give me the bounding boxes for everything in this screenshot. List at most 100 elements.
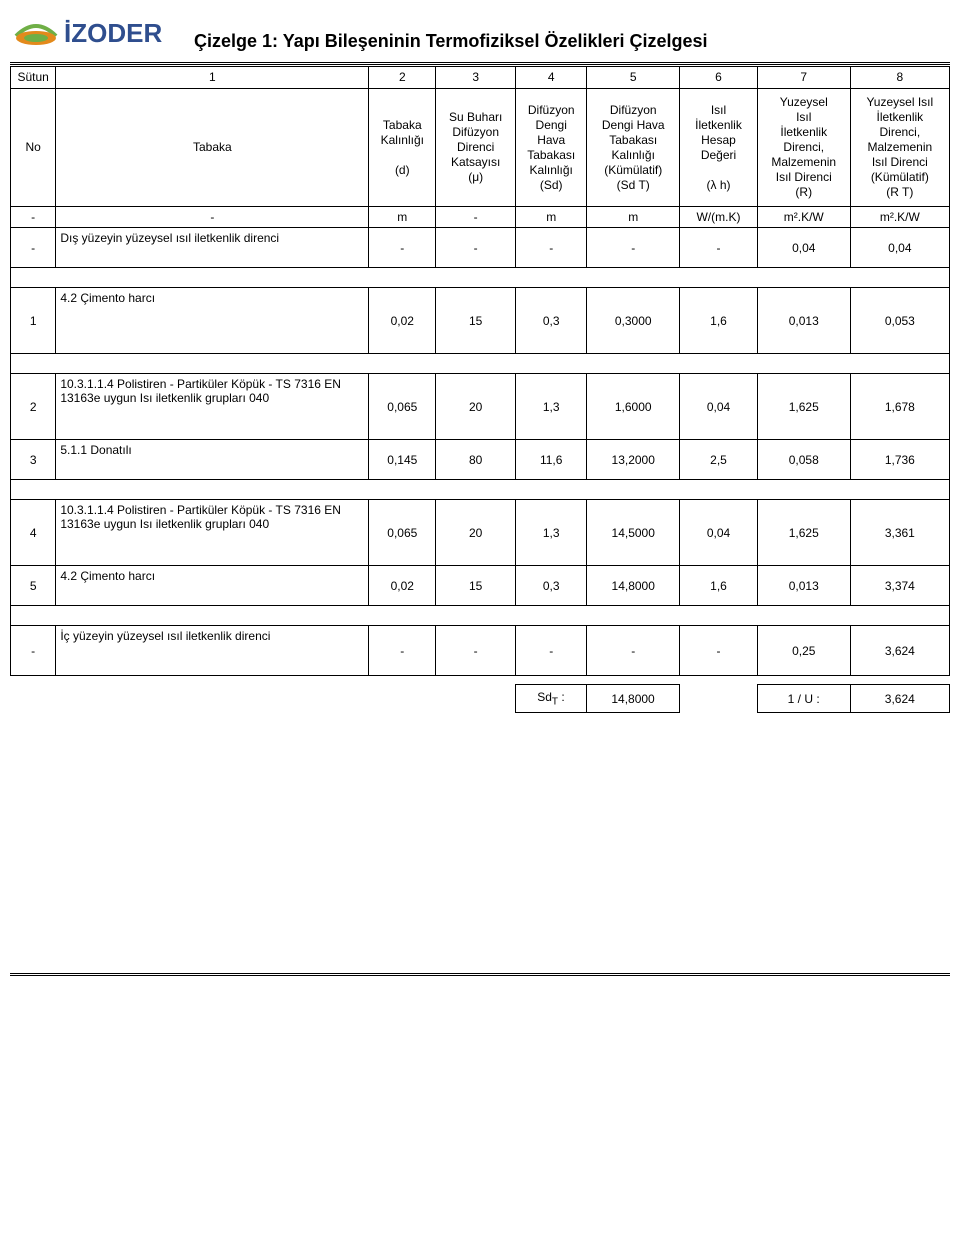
cell-name: İç yüzeyin yüzeysel ısıl iletkenlik dire… xyxy=(56,626,369,676)
table-row: -İç yüzeyin yüzeysel ısıl iletkenlik dir… xyxy=(11,626,950,676)
blank-row xyxy=(11,268,950,288)
table-row: 14.2 Çimento harcı0,02150,30,30001,60,01… xyxy=(11,288,950,354)
footer-divider xyxy=(10,973,950,977)
cell-sd: 0,3 xyxy=(516,288,587,354)
table-row: 35.1.1 Donatılı0,1458011,613,20002,50,05… xyxy=(11,440,950,480)
cell-sdt: 13,2000 xyxy=(587,440,680,480)
cell-r: 0,058 xyxy=(757,440,850,480)
cell-d: 0,065 xyxy=(369,500,436,566)
cell-mu: - xyxy=(436,228,516,268)
cell-rt: 0,053 xyxy=(850,288,949,354)
cell-lh: - xyxy=(680,228,758,268)
cell-r: 0,25 xyxy=(757,626,850,676)
cell-rt: 1,736 xyxy=(850,440,949,480)
units-row: - - m - m m W/(m.K) m².K/W m².K/W xyxy=(11,207,950,228)
sd-value: 14,8000 xyxy=(587,685,680,713)
cell-d: 0,02 xyxy=(369,566,436,606)
col-3: 3 xyxy=(436,67,516,89)
brand-text: İZODER xyxy=(64,18,162,48)
cell-sd: - xyxy=(516,626,587,676)
cell-r: 0,04 xyxy=(757,228,850,268)
blank-row xyxy=(11,606,950,626)
col-1: 1 xyxy=(56,67,369,89)
data-table: Sütun 1 2 3 4 5 6 7 8 No Tabaka Tabaka K… xyxy=(10,66,950,676)
cell-sd: 0,3 xyxy=(516,566,587,606)
unit-rt: m².K/W xyxy=(850,207,949,228)
table-row: 210.3.1.1.4 Polistiren - Partiküler Köpü… xyxy=(11,374,950,440)
cell-sdt: 14,8000 xyxy=(587,566,680,606)
cell-no: 4 xyxy=(11,500,56,566)
cell-mu: - xyxy=(436,626,516,676)
hdr-no: No xyxy=(11,89,56,207)
col-7: 7 xyxy=(757,67,850,89)
cell-rt: 3,374 xyxy=(850,566,949,606)
cell-name: 10.3.1.1.4 Polistiren - Partiküler Köpük… xyxy=(56,374,369,440)
table-row: 410.3.1.1.4 Polistiren - Partiküler Köpü… xyxy=(11,500,950,566)
cell-rt: 0,04 xyxy=(850,228,949,268)
cell-lh: 2,5 xyxy=(680,440,758,480)
unit-tabaka: - xyxy=(56,207,369,228)
page: İZODER Çizelge 1: Yapı Bileşeninin Termo… xyxy=(0,0,960,1233)
cell-mu: 15 xyxy=(436,566,516,606)
cell-lh: - xyxy=(680,626,758,676)
hdr-d: Tabaka Kalınlığı (d) xyxy=(369,89,436,207)
cell-r: 1,625 xyxy=(757,374,850,440)
cell-no: 2 xyxy=(11,374,56,440)
cell-lh: 1,6 xyxy=(680,288,758,354)
table-row: -Dış yüzeyin yüzeysel ısıl iletkenlik di… xyxy=(11,228,950,268)
column-number-row: Sütun 1 2 3 4 5 6 7 8 xyxy=(11,67,950,89)
cell-name: Dış yüzeyin yüzeysel ısıl iletkenlik dir… xyxy=(56,228,369,268)
cell-d: 0,02 xyxy=(369,288,436,354)
unit-lh: W/(m.K) xyxy=(680,207,758,228)
hdr-rt: Yuzeysel Isıl İletkenlik Direnci, Malzem… xyxy=(850,89,949,207)
cell-no: - xyxy=(11,626,56,676)
unit-sdt: m xyxy=(587,207,680,228)
hdr-mu: Su Buharı Difüzyon Direnci Katsayısı (μ) xyxy=(436,89,516,207)
cell-mu: 20 xyxy=(436,374,516,440)
cell-rt: 1,678 xyxy=(850,374,949,440)
sutun-label: Sütun xyxy=(11,67,56,89)
cell-name: 10.3.1.1.4 Polistiren - Partiküler Köpük… xyxy=(56,500,369,566)
sd-label: SdT : xyxy=(537,690,564,704)
col-5: 5 xyxy=(587,67,680,89)
cell-lh: 1,6 xyxy=(680,566,758,606)
cell-d: - xyxy=(369,228,436,268)
summary-row: SdT : 14,8000 1 / U : 3,624 xyxy=(10,684,950,713)
cell-lh: 0,04 xyxy=(680,374,758,440)
cell-no: - xyxy=(11,228,56,268)
hdr-r: Yuzeysel Isıl İletkenlik Direnci, Malzem… xyxy=(757,89,850,207)
cell-sdt: 14,5000 xyxy=(587,500,680,566)
page-header: İZODER Çizelge 1: Yapı Bileşeninin Termo… xyxy=(0,0,960,58)
hdr-sdt: Difüzyon Dengi Hava Tabakası Kalınlığı (… xyxy=(587,89,680,207)
cell-name: 4.2 Çimento harcı xyxy=(56,566,369,606)
cell-no: 3 xyxy=(11,440,56,480)
cell-no: 1 xyxy=(11,288,56,354)
cell-r: 0,013 xyxy=(757,288,850,354)
column-header-row: No Tabaka Tabaka Kalınlığı (d) Su Buharı… xyxy=(11,89,950,207)
cell-d: - xyxy=(369,626,436,676)
col-2: 2 xyxy=(369,67,436,89)
cell-r: 0,013 xyxy=(757,566,850,606)
cell-no: 5 xyxy=(11,566,56,606)
cell-mu: 20 xyxy=(436,500,516,566)
u-value: 3,624 xyxy=(850,685,949,713)
cell-sdt: 0,3000 xyxy=(587,288,680,354)
cell-mu: 80 xyxy=(436,440,516,480)
table-body: -Dış yüzeyin yüzeysel ısıl iletkenlik di… xyxy=(11,228,950,676)
cell-name: 4.2 Çimento harcı xyxy=(56,288,369,354)
cell-sd: 1,3 xyxy=(516,500,587,566)
unit-no: - xyxy=(11,207,56,228)
cell-mu: 15 xyxy=(436,288,516,354)
hdr-tabaka: Tabaka xyxy=(56,89,369,207)
table-row: 54.2 Çimento harcı0,02150,314,80001,60,0… xyxy=(11,566,950,606)
cell-rt: 3,361 xyxy=(850,500,949,566)
blank-row xyxy=(11,354,950,374)
col-6: 6 xyxy=(680,67,758,89)
col-4: 4 xyxy=(516,67,587,89)
cell-sdt: - xyxy=(587,228,680,268)
cell-sd: 11,6 xyxy=(516,440,587,480)
hdr-sd: Difüzyon Dengi Hava Tabakası Kalınlığı (… xyxy=(516,89,587,207)
brand-logo: İZODER xyxy=(12,8,162,56)
cell-name: 5.1.1 Donatılı xyxy=(56,440,369,480)
cell-d: 0,145 xyxy=(369,440,436,480)
